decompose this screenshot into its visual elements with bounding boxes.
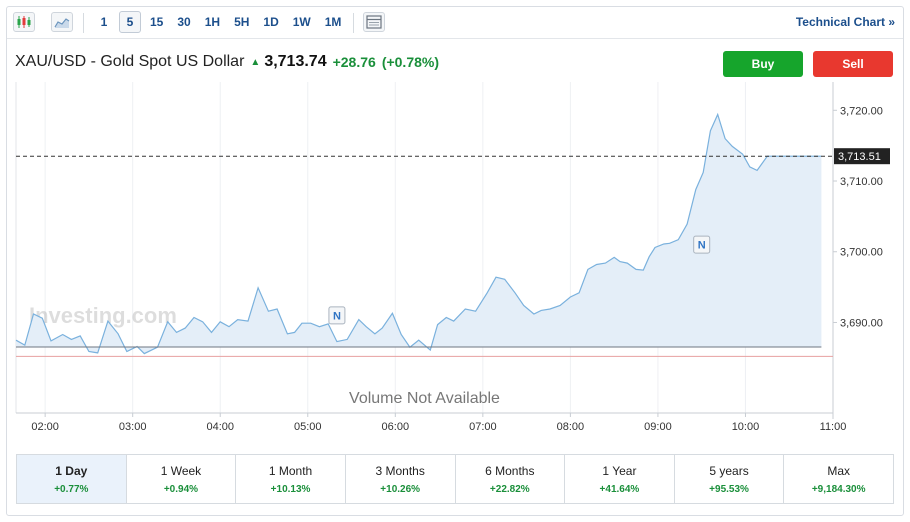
x-tick-label: 11:00 (820, 421, 847, 433)
toolbar-divider (83, 13, 84, 33)
interval-1m[interactable]: 1M (324, 15, 342, 29)
interval-30[interactable]: 30 (177, 15, 191, 29)
x-tick-label: 06:00 (382, 421, 410, 433)
x-tick-label: 04:00 (206, 421, 234, 433)
price-chart[interactable]: Investing.com 3,713.51 3,720.00 3,710.00 3,7… (7, 7, 903, 443)
x-tick-label: 08:00 (557, 421, 585, 433)
period-change: +0.77% (54, 483, 89, 495)
x-tick-label: 05:00 (294, 421, 322, 433)
x-tick-label: 03:00 (119, 421, 147, 433)
period-1-day[interactable]: 1 Day +0.77% (17, 455, 127, 503)
interval-15[interactable]: 15 (150, 15, 164, 29)
price-change-percent: (+0.78%) (381, 54, 440, 70)
y-tick-label: 3,720.00 (840, 105, 883, 117)
period-label: 1 Day (55, 463, 88, 478)
candlestick-icon[interactable] (13, 12, 35, 32)
last-price: 3,713.74 (264, 53, 327, 70)
period-label: 6 Months (485, 463, 535, 478)
news-marker[interactable] (693, 235, 711, 254)
period-label: 1 Month (268, 463, 313, 478)
period-change: +95.53% (709, 483, 749, 495)
interval-1h[interactable]: 1H (204, 15, 221, 29)
technical-chart-link[interactable]: Technical Chart » (795, 15, 895, 29)
period-label: 1 Week (160, 463, 202, 478)
period-1-month[interactable]: 1 Month +10.13% (236, 455, 346, 503)
volume-note: Volume Not Available (349, 390, 500, 407)
period-change: +10.26% (380, 483, 421, 495)
interval-selector: 1 5 15 30 1H 5H 1D 1W 1M (93, 11, 346, 33)
x-tick-label: 09:00 (644, 421, 672, 433)
interval-1[interactable]: 1 (100, 15, 108, 29)
x-tick-label: 02:00 (31, 421, 59, 433)
interval-5h[interactable]: 5H (234, 15, 250, 29)
interval-1w[interactable]: 1W (292, 15, 311, 29)
sell-button[interactable]: Sell (813, 51, 893, 77)
toolbar-divider (353, 13, 354, 33)
series-area (16, 114, 822, 354)
x-tick-label: 07:00 (469, 421, 497, 433)
instrument-quote: XAU/USD - Gold Spot US Dollar ▲ 3,713.74… (15, 51, 439, 73)
period-1-year[interactable]: 1 Year +41.64% (565, 455, 675, 503)
performance-periods: 1 Day +0.77% 1 Week +0.94% 1 Month +10.13% 3 M… (16, 454, 894, 504)
last-price-label-bg (834, 148, 890, 165)
period-6-months[interactable]: 6 Months +22.82% (456, 455, 566, 503)
period-1-week[interactable]: 1 Week +0.94% (127, 455, 237, 503)
period-change: +9,184.30% (811, 483, 866, 495)
news-marker[interactable] (328, 306, 346, 325)
interval-5[interactable]: 5 (119, 11, 141, 33)
period-change: +10.13% (270, 483, 311, 495)
news-marker-label: N (698, 240, 706, 252)
watermark-text: Investing.com (29, 303, 177, 328)
instrument-name: XAU/USD - Gold Spot US Dollar (15, 53, 245, 70)
x-tick-label: 10:00 (732, 421, 760, 433)
area-chart-icon[interactable] (51, 12, 73, 32)
period-label: 3 Months (375, 463, 425, 478)
period-3-months[interactable]: 3 Months +10.26% (346, 455, 456, 503)
series-line (15, 112, 822, 355)
period-5-years[interactable]: 5 years +95.53% (675, 455, 785, 503)
chart-layout-icon[interactable] (363, 12, 385, 32)
buy-button[interactable]: Buy (723, 51, 803, 77)
period-label: 5 years (709, 463, 749, 478)
period-max[interactable]: Max +9,184.30% (784, 455, 893, 503)
news-marker-label: N (333, 310, 341, 322)
period-change: +41.64% (599, 483, 640, 495)
y-tick-label: 3,710.00 (840, 176, 883, 188)
period-label: Max (827, 463, 851, 478)
y-tick-label: 3,700.00 (840, 247, 883, 259)
period-change: +0.94% (163, 483, 199, 495)
interval-1d[interactable]: 1D (263, 15, 279, 29)
last-price-label: 3,713.51 (838, 151, 881, 163)
y-tick-label: 3,690.00 (840, 317, 883, 329)
chart-toolbar: 1 5 15 30 1H 5H 1D 1W 1M Technical Chart » (7, 7, 903, 39)
period-label: 1 Year (602, 463, 637, 478)
period-change: +22.82% (489, 483, 530, 495)
chart-widget: 1 5 15 30 1H 5H 1D 1W 1M Technical Chart » XAU/U… (6, 6, 904, 516)
up-arrow-icon: ▲ (250, 56, 261, 68)
price-change: +28.76 (332, 54, 376, 70)
